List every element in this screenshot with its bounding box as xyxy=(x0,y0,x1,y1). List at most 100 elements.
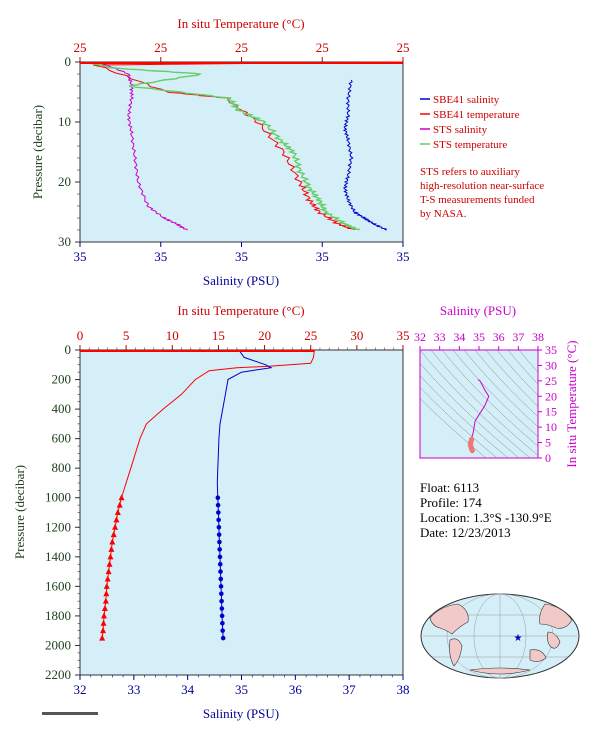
ts-panel-right-tick-label: 0 xyxy=(545,451,551,465)
ts-panel-right-tick-label: 15 xyxy=(545,405,557,419)
ts-panel-density-contour xyxy=(420,386,498,458)
main-panel-salinity-marker xyxy=(218,584,224,589)
main-panel-temperature-marker xyxy=(107,553,114,560)
legend: SBE41 salinity SBE41 temperature STS sal… xyxy=(420,94,544,220)
top-panel-left-label: Pressure (decibar) xyxy=(30,105,45,199)
ts-panel-top-tick-label: 35 xyxy=(473,330,485,344)
main-panel-salinity-marker xyxy=(220,628,225,633)
main-panel-top-tick-label: 15 xyxy=(212,328,225,343)
ts-panel-top-ticks: 32 33 34 35 36 37 38 xyxy=(414,330,544,350)
main-panel-temperature-marker xyxy=(116,501,123,508)
ts-panel-density-contour xyxy=(518,350,538,373)
top-panel-top-tick-label: 25 xyxy=(316,40,329,55)
main-panel-temperature-marker xyxy=(104,575,111,582)
main-panel-top-tick-label: 30 xyxy=(350,328,363,343)
main-panel-y-tick-label: 1000 xyxy=(45,490,71,505)
ts-panel-right-tick-label: 10 xyxy=(545,420,557,434)
main-panel-top-label: In situ Temperature (°C) xyxy=(177,303,304,318)
top-panel-bottom-ticks: 35 35 35 35 35 xyxy=(74,242,410,264)
ts-panel-density-contour xyxy=(420,350,531,458)
legend-label-sbe41-salinity: SBE41 salinity xyxy=(433,94,500,106)
ts-panel-density-contour xyxy=(430,350,538,456)
main-panel-temperature-marker xyxy=(114,509,121,515)
main-panel-salinity-line xyxy=(216,349,273,639)
ts-panel-right-tick-label: 25 xyxy=(545,374,557,388)
main-panel-bottom-ticks: 32 33 34 35 36 37 38 xyxy=(74,675,410,697)
ts-panel-density-contour xyxy=(463,350,538,428)
ts-panel-right-tick-label: 35 xyxy=(545,343,557,357)
top-panel-bottom-tick-label: 35 xyxy=(316,249,329,264)
top-panel-series-sts-salinity xyxy=(100,61,189,231)
main-panel-salinity-marker xyxy=(219,591,224,597)
top-panel-series-sts-temperature xyxy=(85,61,361,231)
main-panel-salinity-marker xyxy=(215,495,221,501)
main-panel-y-tick-label: 1600 xyxy=(45,578,71,593)
ts-panel-top-tick-label: 36 xyxy=(493,330,505,344)
top-panel-bottom-tick-label: 35 xyxy=(154,249,167,264)
main-panel-salinity-marker xyxy=(219,606,225,611)
main-panel-y-tick-label: 0 xyxy=(65,342,72,357)
main-panel-y-tick-label: 400 xyxy=(52,401,72,416)
ts-panel-right-tick-label: 30 xyxy=(545,358,557,372)
main-panel-salinity-marker xyxy=(219,598,224,604)
main-panel-salinity-marker xyxy=(218,576,224,582)
float-id: Float: 6113 xyxy=(420,480,479,495)
main-panel-temperature-marker xyxy=(103,582,110,589)
main-panel-bottom-tick-label: 33 xyxy=(127,682,140,697)
date: Date: 12/23/2013 xyxy=(420,525,511,540)
main-panel-y-tick-label: 2200 xyxy=(45,667,71,682)
legend-note-line-4: by NASA. xyxy=(420,208,467,220)
main-panel-temperature-marker xyxy=(118,494,125,501)
ts-panel-top-label: Salinity (PSU) xyxy=(440,303,516,318)
main-panel-salinity-marker xyxy=(219,613,225,619)
main-panel-salinity-marker xyxy=(217,554,223,560)
top-panel-series-sbe41-salinity xyxy=(342,79,387,231)
main-panel-left-label: Pressure (decibar) xyxy=(12,465,27,559)
world-map: ★ xyxy=(420,593,580,679)
main-panel-temperature-marker xyxy=(99,634,106,641)
main-panel-bottom-label: Salinity (PSU) xyxy=(203,706,279,721)
main-panel: In situ Temperature (°C) 0 5 10 15 20 25 30 35 … xyxy=(12,303,410,721)
main-panel-salinity-marker xyxy=(218,569,223,574)
main-panel-temperature-marker xyxy=(110,531,117,538)
ts-panel-top-tick-label: 38 xyxy=(532,330,544,344)
ts-panel-density-contour xyxy=(420,362,520,458)
main-panel-temperature-marker xyxy=(106,560,113,567)
top-panel-y-ticks: 0 10 20 30 xyxy=(58,54,80,249)
top-panel-top-tick-label: 25 xyxy=(235,40,248,55)
main-panel-salinity-marker xyxy=(216,517,221,523)
main-panel-temperature-marker xyxy=(101,605,108,612)
top-panel-series xyxy=(80,61,403,231)
top-panel-top-tick-label: 25 xyxy=(154,40,167,55)
main-panel-salinity-marker xyxy=(217,561,223,567)
ts-panel-series xyxy=(467,379,490,454)
ts-panel-density-contour xyxy=(496,350,538,396)
main-panel-y-tick-label: 200 xyxy=(52,372,72,387)
legend-note-line-2: high-resolution near-surface xyxy=(420,180,544,192)
main-panel-temperature-marker xyxy=(112,523,119,530)
main-panel-temperature-marker xyxy=(100,627,107,634)
float-location-marker: ★ xyxy=(514,633,523,644)
top-panel-bottom-label: Salinity (PSU) xyxy=(203,273,279,288)
ts-panel-right-label: In situ Temperature (°C) xyxy=(564,340,579,467)
main-panel-temperature-marker xyxy=(100,612,107,619)
main-panel-y-tick-label: 1200 xyxy=(45,519,71,534)
main-panel-series xyxy=(80,349,315,641)
main-panel-salinity-marker xyxy=(216,532,222,537)
main-panel-top-ticks: 0 5 10 15 20 25 30 35 xyxy=(77,328,410,350)
main-panel-temperature-marker xyxy=(109,538,116,545)
main-panel-temperature-marker xyxy=(113,516,120,523)
top-panel-top-ticks: 25 25 25 25 25 xyxy=(74,40,410,62)
main-panel-bottom-tick-label: 32 xyxy=(74,682,87,697)
ts-panel-density-contour xyxy=(485,350,538,407)
main-panel-salinity-marker xyxy=(220,635,226,641)
main-panel-salinity-marker xyxy=(217,547,222,552)
top-panel-top-tick-label: 25 xyxy=(74,40,87,55)
top-panel-plot-area xyxy=(79,61,404,243)
main-panel-y-tick-label: 800 xyxy=(52,460,72,475)
main-panel-bottom-tick-label: 37 xyxy=(343,682,357,697)
ts-panel-top-tick-label: 32 xyxy=(414,330,426,344)
